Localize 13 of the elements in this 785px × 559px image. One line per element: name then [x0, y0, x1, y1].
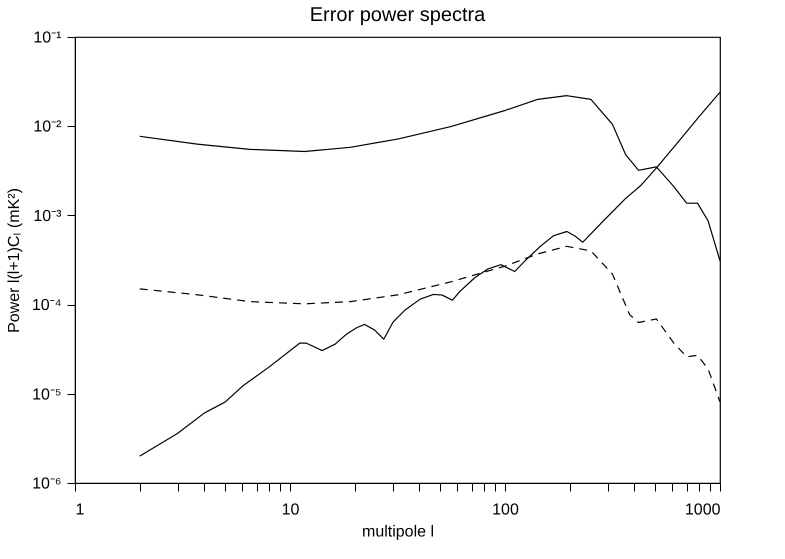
y-axis-title: Power l(l+1)Cₗ (mK²) — [6, 188, 23, 333]
x-tick-label: 10 — [282, 502, 300, 518]
x-tick-label: 1 — [76, 502, 84, 518]
y-tick-label: 10⁻¹ — [33, 30, 62, 46]
y-tick-label: 10⁻⁶ — [32, 476, 62, 492]
x-tick-label: 100 — [492, 502, 519, 518]
y-tick-label: 10⁻⁵ — [32, 386, 62, 404]
x-axis-title: multipole l — [362, 524, 434, 540]
y-tick-label: 10⁻³ — [33, 208, 62, 225]
y-tick-label: 10⁻⁴ — [32, 297, 62, 314]
y-tick-label: 10⁻² — [33, 118, 62, 136]
x-tick-label: 1000 — [684, 502, 721, 518]
chart-title: Error power spectra — [310, 4, 486, 26]
